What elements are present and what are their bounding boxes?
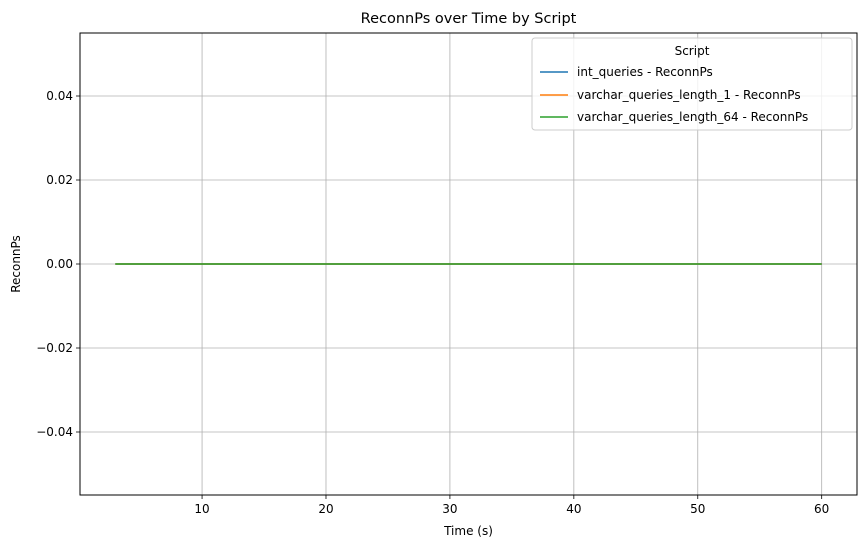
x-axis: 10 20 30 40 50 60 <box>194 495 829 516</box>
chart-title: ReconnPs over Time by Script <box>361 11 577 27</box>
legend: Script int_queries - ReconnPs varchar_qu… <box>531 37 853 131</box>
legend-box <box>531 37 853 131</box>
x-axis-label: Time (s) <box>443 524 493 538</box>
legend-entry: varchar_queries_length_1 - ReconnPs <box>540 88 801 102</box>
x-tick-label: 60 <box>814 502 829 516</box>
x-tick-label: 10 <box>194 502 209 516</box>
legend-label: varchar_queries_length_64 - ReconnPs <box>577 110 808 124</box>
y-axis: −0.04 −0.02 0.00 0.02 0.04 <box>36 89 80 439</box>
y-tick-label: −0.02 <box>36 341 73 355</box>
y-tick-label: 0.02 <box>46 173 73 187</box>
legend-label: varchar_queries_length_1 - ReconnPs <box>577 88 801 102</box>
y-tick-label: −0.04 <box>36 425 73 439</box>
legend-entry: int_queries - ReconnPs <box>540 65 713 79</box>
y-tick-label: 0.00 <box>46 257 73 271</box>
y-tick-label: 0.04 <box>46 89 73 103</box>
y-axis-label: ReconnPs <box>9 235 23 293</box>
legend-label: int_queries - ReconnPs <box>577 65 713 79</box>
x-tick-label: 40 <box>566 502 581 516</box>
x-tick-label: 50 <box>690 502 705 516</box>
legend-title: Script <box>675 44 710 58</box>
legend-entry: varchar_queries_length_64 - ReconnPs <box>540 110 808 124</box>
x-tick-label: 20 <box>318 502 333 516</box>
x-tick-label: 30 <box>442 502 457 516</box>
